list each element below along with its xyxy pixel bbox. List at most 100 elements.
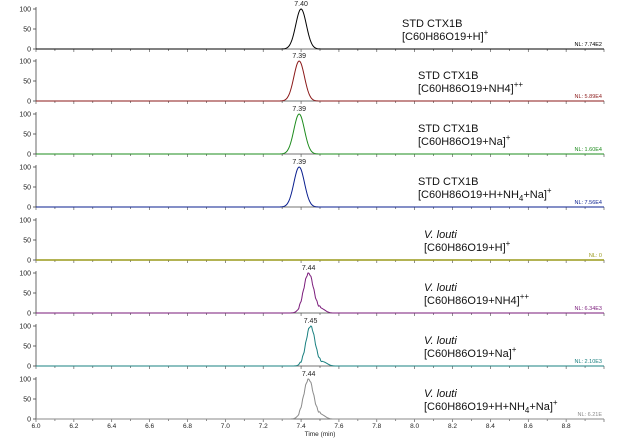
x-tick-label: 8.4 [486, 423, 495, 430]
formula-superscript: + [484, 28, 489, 37]
y-tick-label: 100 [19, 7, 31, 14]
chromatogram-panel: 0 50 100 7.39 STD CTX1B[C60H86O19+H+NH4+Na]+… [19, 159, 605, 212]
formula-label: [C60H86O19+Na]+ [418, 133, 511, 148]
y-tick-label: 0 [27, 47, 31, 54]
formula-text: [C60H86O19+Na] [418, 136, 506, 148]
formula-end: +Na] [523, 189, 547, 201]
apex-label: 7.40 [294, 1, 308, 8]
formula-superscript: + [506, 133, 511, 142]
formula-label: [C60H86O19+H]+ [424, 239, 511, 254]
sample-label: STD CTX1B [402, 18, 463, 30]
apex-label: 7.44 [302, 371, 316, 378]
y-tick-label: 50 [23, 27, 31, 34]
nl-label: NL: 7.56E4 [574, 200, 602, 206]
formula-superscript: + [524, 292, 529, 301]
y-tick-label: 100 [19, 324, 31, 331]
x-tick-label: 6.4 [107, 423, 116, 430]
x-tick-label: 7.6 [334, 423, 343, 430]
x-tick-label: 7.4 [297, 423, 306, 430]
formula-text: [C60H86O19+Na] [424, 348, 512, 360]
formula-label: [C60H86O19+NH4]++ [424, 292, 529, 307]
series-trace [36, 166, 604, 208]
nl-label: NL: 5.89E4 [574, 94, 602, 100]
formula-label: [C60H86O19+NH4]++ [418, 80, 523, 95]
y-tick-label: 100 [19, 271, 31, 278]
y-tick-label: 100 [19, 165, 31, 172]
formula-subscript: 4 [519, 194, 524, 203]
formula-superscript: + [553, 398, 558, 407]
x-tick-label: 6.2 [69, 423, 78, 430]
nl-label: NL: 0 [589, 253, 602, 259]
series-trace [36, 378, 604, 420]
sample-label: V. louti [424, 229, 457, 241]
formula-text: [C60H86O19+NH4 [418, 83, 511, 95]
nl-label: NL: 6.21E [578, 412, 603, 418]
chromatogram-panel: 0 50 100 V. louti[C60H86O19+H]+ NL: 0 [19, 218, 605, 265]
nl-label: NL: 2.10E3 [574, 359, 602, 365]
sample-label: V. louti [424, 335, 457, 347]
nl-label: NL: 7.74E2 [574, 42, 602, 48]
y-tick-label: 0 [27, 152, 31, 159]
x-tick-label: 8.0 [410, 423, 419, 430]
chromatogram-panel: 0 50 100 7.39 STD CTX1B[C60H86O19+Na]+ NL: 1.… [19, 106, 605, 159]
formula-superscript: + [512, 345, 517, 354]
y-tick-label: 50 [23, 79, 31, 86]
sample-label: STD CTX1B [418, 70, 479, 82]
sample-label: STD CTX1B [418, 123, 479, 135]
formula-superscript: + [520, 292, 525, 301]
x-tick-label: 6.8 [183, 423, 192, 430]
y-tick-label: 50 [23, 132, 31, 139]
formula-text: [C60H86O19+H+NH [424, 401, 525, 413]
apex-label: 7.39 [292, 106, 306, 113]
x-tick-label: 7.8 [372, 423, 381, 430]
formula-superscript: + [547, 186, 552, 195]
y-tick-label: 50 [23, 291, 31, 298]
formula-text: [C60H86O19+NH4 [424, 295, 517, 307]
x-tick-label: 8.8 [562, 423, 571, 430]
y-tick-label: 50 [23, 344, 31, 351]
sample-label: V. louti [424, 388, 457, 400]
formula-end: ] [517, 295, 520, 307]
y-tick-label: 0 [27, 258, 31, 265]
apex-label: 7.39 [292, 159, 306, 166]
formula-end: ] [511, 83, 514, 95]
apex-label: 7.44 [302, 265, 316, 272]
formula-label: [C60H86O19+H+NH4+Na]+ [418, 186, 552, 203]
sample-label: V. louti [424, 282, 457, 294]
series-trace [36, 113, 604, 155]
y-tick-label: 100 [19, 59, 31, 66]
chromatogram-panel: 0 50 100 7.45 V. louti[C60H86O19+Na]+ NL: 2.1… [19, 318, 605, 371]
y-tick-label: 0 [27, 205, 31, 212]
formula-label: [C60H86O19+H+NH4+Na]+ [424, 398, 558, 415]
formula-subscript: 4 [525, 406, 530, 415]
formula-superscript: + [514, 80, 519, 89]
x-tick-label: 6.6 [145, 423, 154, 430]
sample-label: STD CTX1B [418, 176, 479, 188]
series-trace [36, 8, 604, 50]
y-tick-label: 0 [27, 364, 31, 371]
formula-label: [C60H86O19+H]+ [402, 28, 489, 43]
formula-label: [C60H86O19+Na]+ [424, 345, 517, 360]
y-tick-label: 0 [27, 311, 31, 318]
x-tick-label: 7.0 [221, 423, 230, 430]
x-axis-label: Time (min) [305, 431, 336, 438]
y-tick-label: 50 [23, 185, 31, 192]
x-tick-label: 6.0 [31, 423, 40, 430]
chromatogram-panel: 0 50 100 7.44 V. louti[C60H86O19+H+NH4+Na]+ N… [19, 371, 605, 424]
formula-text: [C60H86O19+H] [402, 31, 484, 43]
y-tick-label: 50 [23, 397, 31, 404]
formula-superscript: + [518, 80, 523, 89]
y-tick-label: 0 [27, 99, 31, 106]
formula-text: [C60H86O19+H] [424, 242, 506, 254]
formula-text: [C60H86O19+H+NH [418, 189, 519, 201]
x-tick-label: 7.2 [259, 423, 268, 430]
series-trace [36, 60, 604, 102]
series-trace [36, 272, 604, 314]
nl-label: NL: 1.60E4 [574, 147, 602, 153]
formula-end: +Na] [529, 401, 553, 413]
y-tick-label: 100 [19, 218, 31, 225]
y-tick-label: 100 [19, 112, 31, 119]
